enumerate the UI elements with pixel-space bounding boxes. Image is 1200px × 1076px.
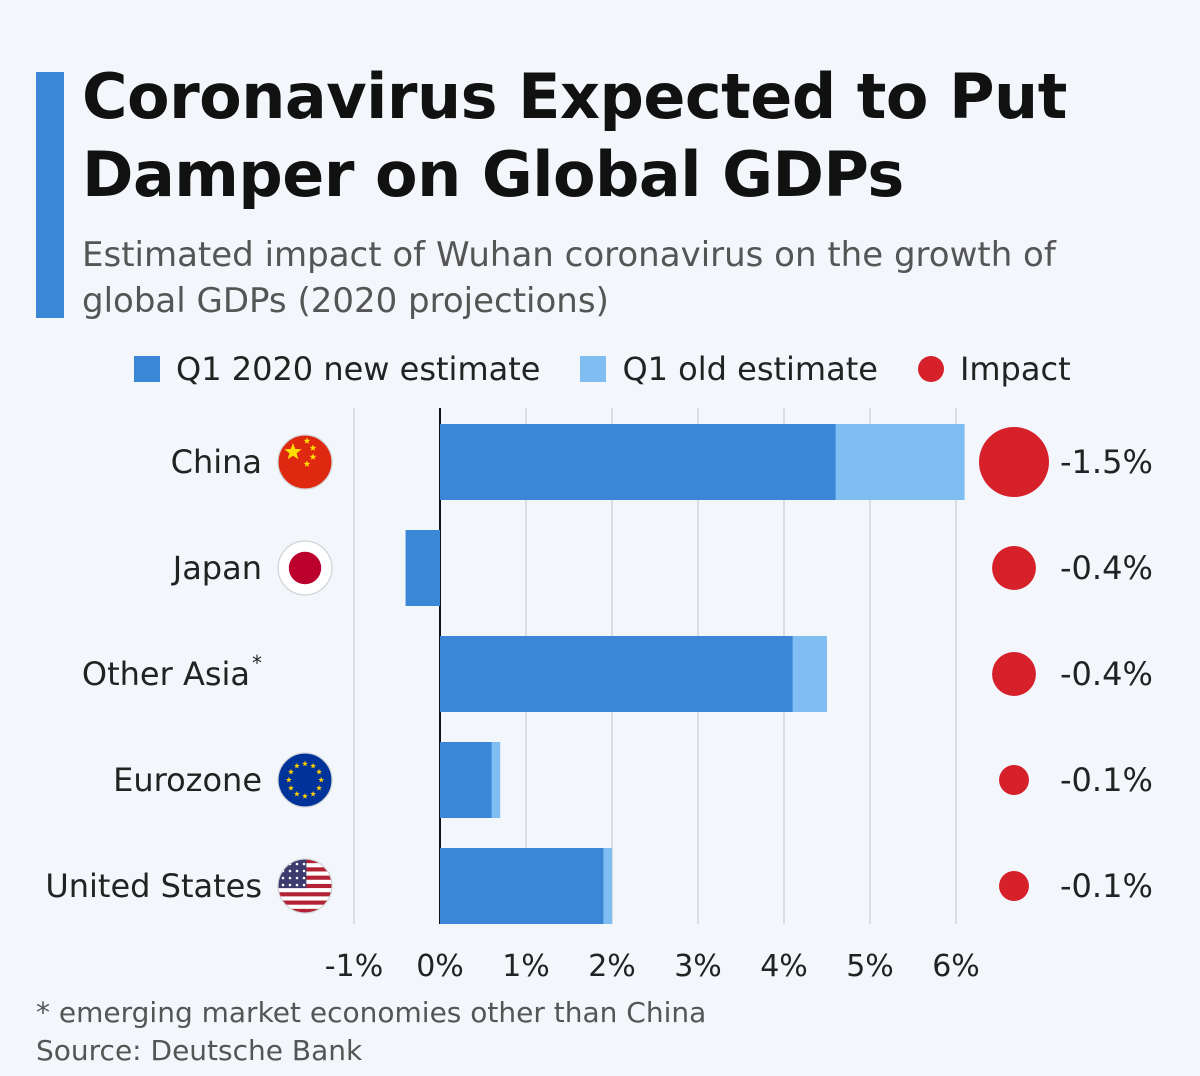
x-tick-label: 3% bbox=[674, 949, 722, 984]
category-label-eurozone: Eurozone bbox=[113, 761, 262, 799]
japan-flag-icon bbox=[277, 540, 333, 596]
x-tick-label: 0% bbox=[416, 949, 464, 984]
bar-new-estimate-other-asia bbox=[440, 636, 793, 712]
bar-new-estimate-japan bbox=[405, 530, 440, 606]
category-label-japan: Japan bbox=[171, 549, 262, 587]
x-tick-label: 5% bbox=[846, 949, 894, 984]
chart-subtitle: Estimated impact of Wuhan coronavirus on… bbox=[82, 235, 1056, 321]
x-tick-label: -1% bbox=[325, 949, 383, 984]
x-tick-label: 6% bbox=[932, 949, 980, 984]
x-tick-label: 1% bbox=[502, 949, 550, 984]
china-flag-icon bbox=[277, 434, 333, 490]
source-note: Source: Deutsche Bank bbox=[36, 1034, 363, 1067]
category-label-united-states: United States bbox=[45, 867, 262, 905]
impact-bubble-china bbox=[979, 427, 1049, 497]
category-label-china: China bbox=[171, 443, 262, 481]
title-accent-bar bbox=[36, 72, 64, 318]
legend-swatch-old-estimate bbox=[580, 356, 607, 382]
impact-bubble-united-states bbox=[999, 871, 1029, 901]
impact-label-united-states: -0.1% bbox=[1060, 867, 1153, 905]
legend-swatch-new-estimate bbox=[134, 356, 160, 382]
chart-legend: Q1 2020 new estimate Q1 old estimate Imp… bbox=[134, 346, 1111, 392]
category-marker-other-asia: * bbox=[252, 651, 262, 675]
eu-flag-icon bbox=[277, 752, 333, 808]
bar-new-estimate-china bbox=[440, 424, 836, 500]
impact-label-eurozone: -0.1% bbox=[1060, 761, 1153, 799]
impact-label-other-asia: -0.4% bbox=[1060, 655, 1153, 693]
legend-item-new-estimate: Q1 2020 new estimate bbox=[134, 350, 540, 388]
legend-dot-impact bbox=[917, 356, 944, 382]
bar-new-estimate-eurozone bbox=[440, 742, 492, 818]
x-tick-label: 2% bbox=[588, 949, 636, 984]
legend-label-old-estimate: Q1 old estimate bbox=[622, 350, 878, 388]
legend-label-new-estimate: Q1 2020 new estimate bbox=[176, 350, 541, 388]
legend-item-old-estimate: Q1 old estimate bbox=[580, 350, 878, 388]
footnote: * emerging market economies other than C… bbox=[36, 996, 707, 1029]
impact-bubble-eurozone bbox=[999, 765, 1029, 795]
impact-bubble-japan bbox=[992, 546, 1036, 590]
gdp-bar-chart: -1% 0% 1% 2% 3% 4% 5% 6% China -1.5% Japan -0.4% Oth… bbox=[45, 408, 1153, 984]
legend-label-impact: Impact bbox=[959, 350, 1071, 388]
bar-new-estimate-united-states bbox=[440, 848, 604, 924]
chart-title: Coronavirus Expected to Put Damper on Gl… bbox=[82, 60, 1067, 211]
impact-bubble-other-asia bbox=[992, 652, 1036, 696]
impact-label-china: -1.5% bbox=[1060, 443, 1153, 481]
x-tick-label: 4% bbox=[760, 949, 808, 984]
us-flag-icon bbox=[277, 858, 333, 914]
legend-item-impact: Impact bbox=[917, 350, 1071, 388]
impact-label-japan: -0.4% bbox=[1060, 549, 1153, 587]
category-label-other-asia: Other Asia bbox=[82, 655, 250, 693]
